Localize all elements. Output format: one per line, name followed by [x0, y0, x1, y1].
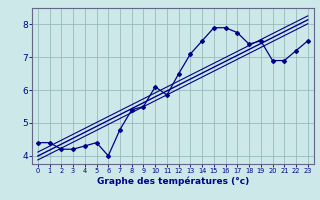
X-axis label: Graphe des températures (°c): Graphe des températures (°c)	[97, 177, 249, 186]
